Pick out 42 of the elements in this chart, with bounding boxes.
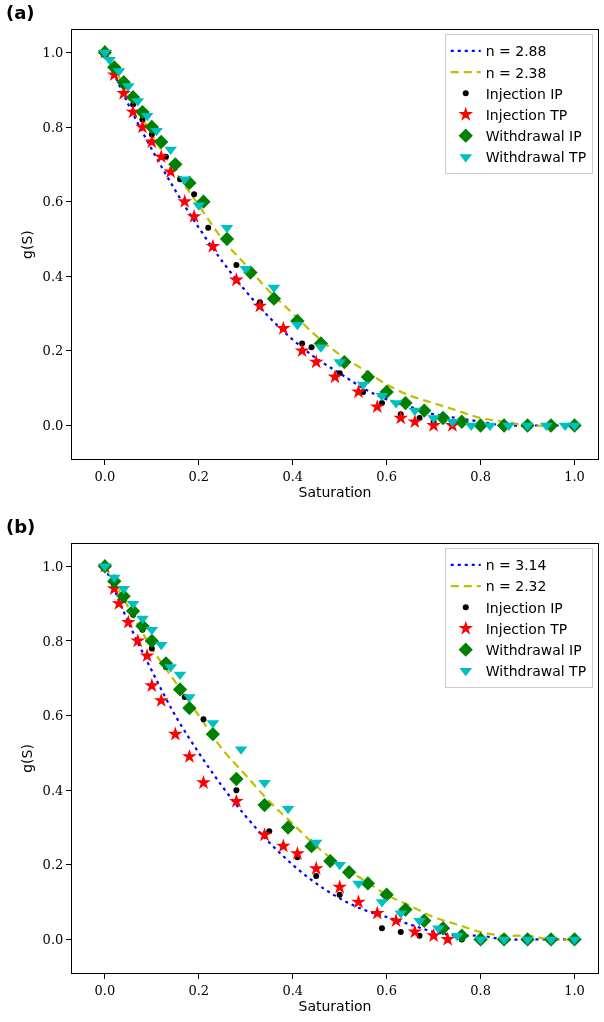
x-tick-label: 1.0 bbox=[564, 982, 585, 998]
x-tick-label: 0.8 bbox=[470, 468, 491, 484]
x-tick-label: 0.4 bbox=[282, 982, 304, 998]
legend-label: Injection IP bbox=[485, 599, 563, 616]
legend-label: Withdrawal TP bbox=[485, 149, 587, 166]
legend-label: Withdrawal IP bbox=[485, 642, 582, 659]
x-tick-label: 0.4 bbox=[282, 468, 304, 484]
y-tick-label: 0.8 bbox=[42, 119, 64, 135]
x-tick-label: 1.0 bbox=[564, 468, 585, 484]
legend-label: n = 3.14 bbox=[485, 557, 547, 574]
legend-label: n = 2.32 bbox=[485, 578, 547, 595]
x-tick-label: 0.6 bbox=[376, 982, 397, 998]
x-tick-label: 0.8 bbox=[470, 982, 491, 998]
x-tick-label: 0.6 bbox=[376, 468, 397, 484]
x-tick-label: 0.0 bbox=[94, 468, 116, 484]
y-tick-label: 0.2 bbox=[42, 343, 64, 359]
x-axis-title: Saturation bbox=[298, 998, 372, 1014]
y-tick-label: 0.6 bbox=[42, 194, 64, 210]
y-tick-label: 1.0 bbox=[42, 44, 64, 60]
y-axis-title: g(S) bbox=[19, 744, 36, 773]
text: (a) bbox=[6, 2, 35, 23]
x-tick-label: 0.0 bbox=[94, 982, 116, 998]
text: (b) bbox=[6, 516, 36, 537]
y-tick-label: 0.4 bbox=[42, 782, 64, 798]
legend-label: n = 2.88 bbox=[485, 43, 547, 60]
y-tick-label: 1.0 bbox=[42, 558, 64, 574]
y-axis-title: g(S) bbox=[19, 230, 36, 259]
y-tick-label: 0.4 bbox=[42, 268, 64, 284]
x-axis-title: Saturation bbox=[298, 484, 372, 501]
x-tick-label: 0.2 bbox=[188, 468, 210, 484]
y-tick-label: 0.0 bbox=[42, 418, 64, 434]
y-tick-label: 0.8 bbox=[42, 633, 64, 649]
y-tick-label: 0.2 bbox=[42, 857, 64, 873]
legend-label: Withdrawal TP bbox=[485, 663, 587, 680]
legend-label: Injection TP bbox=[485, 620, 568, 637]
y-tick-label: 0.0 bbox=[42, 931, 64, 947]
legend-label: Injection TP bbox=[485, 106, 568, 123]
legend-label: n = 2.38 bbox=[485, 64, 547, 81]
legend-label: Withdrawal IP bbox=[485, 128, 582, 145]
x-tick-label: 0.2 bbox=[188, 982, 210, 998]
legend-label: Injection IP bbox=[485, 85, 563, 102]
y-tick-label: 0.6 bbox=[42, 708, 64, 724]
